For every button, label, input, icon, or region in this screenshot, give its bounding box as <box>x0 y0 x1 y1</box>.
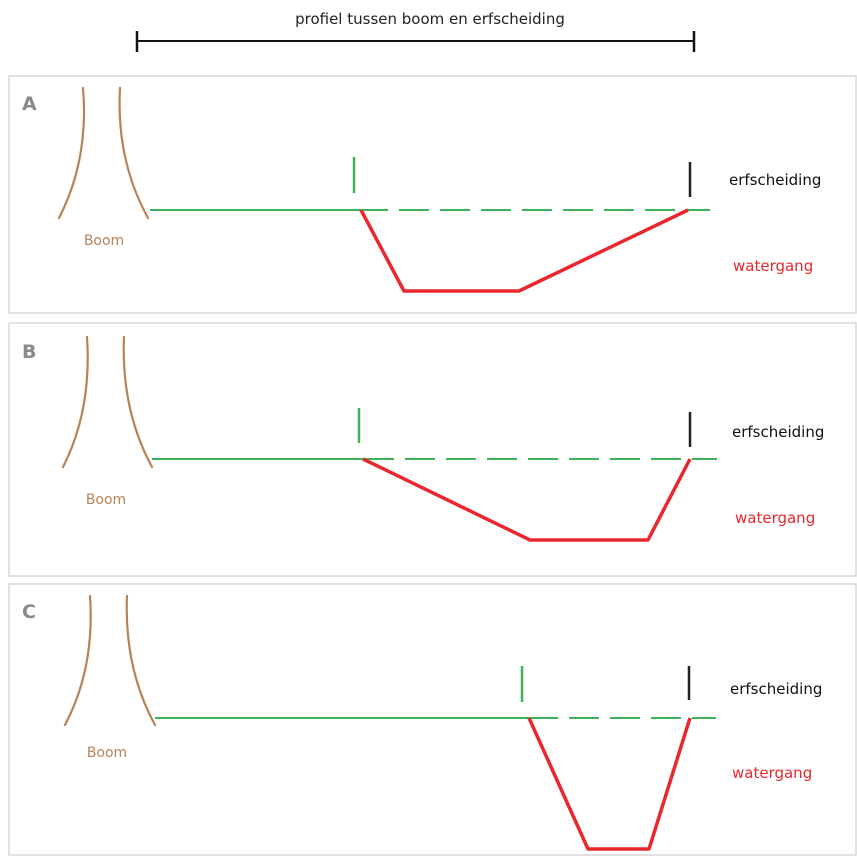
profile-span-indicator <box>135 31 696 52</box>
ditch-profile <box>527 717 692 851</box>
boundary-label: erfscheiding <box>729 171 821 189</box>
tree-trunk-icon <box>63 594 157 727</box>
tree-label: Boom <box>84 233 124 249</box>
tree-label: Boom <box>86 492 126 508</box>
ditch-profile <box>362 457 692 542</box>
ditch-profile <box>359 208 689 293</box>
panel-frame <box>8 75 857 314</box>
panel-letter: C <box>22 601 36 623</box>
panel-b: B Boom erfscheiding watergang <box>8 322 857 577</box>
tree-trunk-icon <box>61 335 154 469</box>
boundary-label: erfscheiding <box>730 680 822 698</box>
panel-c: C Boom erfscheiding watergang <box>8 583 857 856</box>
tree-trunk-icon <box>57 86 150 220</box>
ditch-label: watergang <box>735 509 815 527</box>
boundary-label: erfscheiding <box>732 423 824 441</box>
panel-frame <box>8 322 857 577</box>
ditch-label: watergang <box>733 257 813 275</box>
ditch-label: watergang <box>732 764 812 782</box>
panel-letter: B <box>22 341 36 363</box>
panel-a: A Boom erfscheiding watergang <box>8 75 857 314</box>
panel-frame <box>8 583 857 856</box>
diagram-title: profiel tussen boom en erfscheiding <box>295 10 565 28</box>
panel-letter: A <box>22 93 37 115</box>
tree-label: Boom <box>87 745 127 761</box>
